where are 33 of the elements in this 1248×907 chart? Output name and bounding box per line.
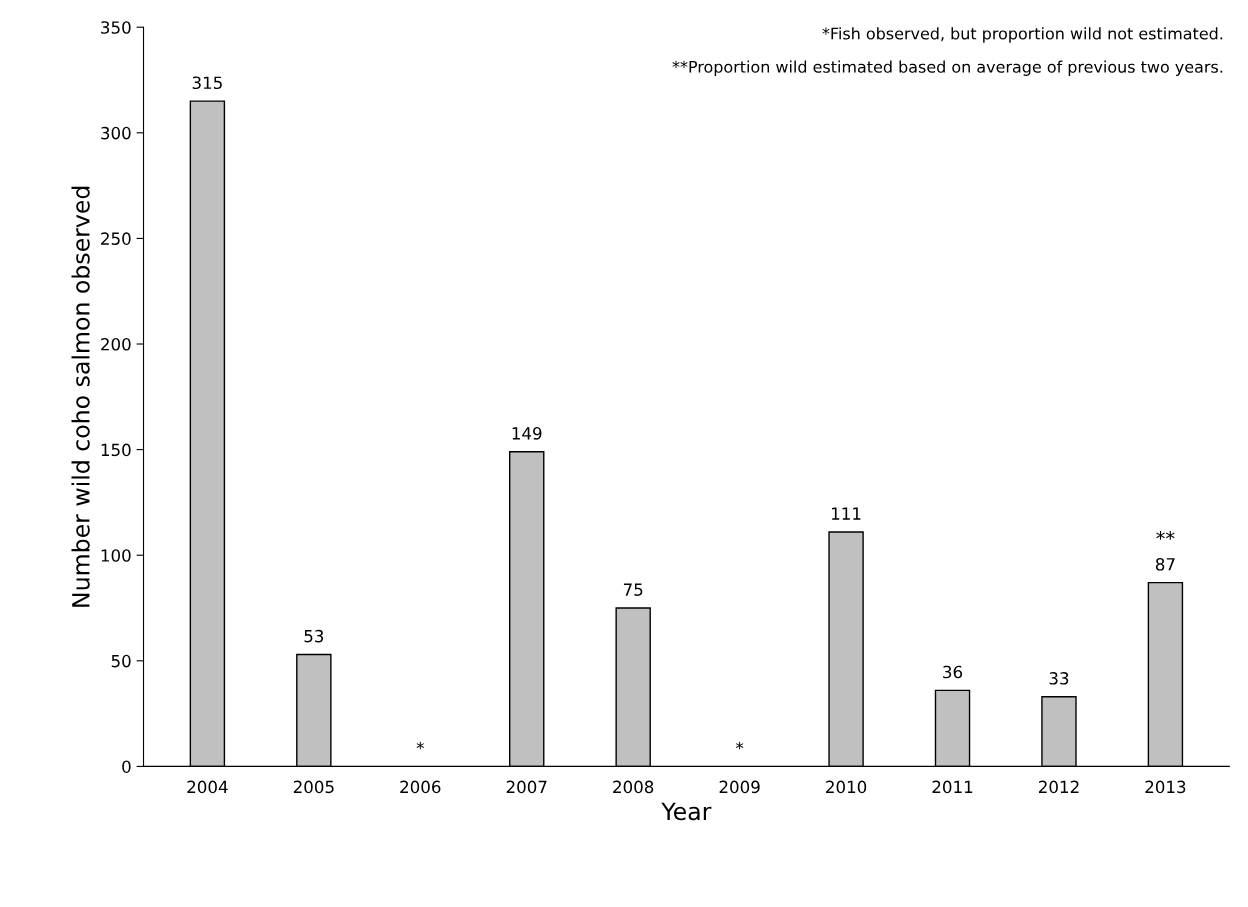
data-label: 111 xyxy=(832,507,861,520)
data-label: 53 xyxy=(304,629,324,643)
data-label: 149 xyxy=(512,427,542,440)
x-tick-label: 2009 xyxy=(719,780,760,794)
y-tick-label: 200 xyxy=(101,337,131,351)
x-tick-label: 2011 xyxy=(932,780,973,794)
x-axis-title: Year xyxy=(661,802,712,821)
y-tick-label: 150 xyxy=(101,443,131,457)
x-tick-label: 2008 xyxy=(613,780,654,794)
x-tick-label: 2004 xyxy=(187,780,228,794)
x-tick-label: 2006 xyxy=(400,780,441,794)
x-tick-label: 2007 xyxy=(506,780,547,794)
x-tick-label: 2010 xyxy=(826,780,867,794)
annotation: ** xyxy=(1156,530,1175,540)
data-label: 87 xyxy=(1155,557,1175,571)
data-label: 36 xyxy=(943,665,963,679)
annotation: *Fish observed, but proportion wild not estimated. xyxy=(822,27,1223,43)
x-tick-label: 2013 xyxy=(1145,780,1186,794)
y-tick-label: 100 xyxy=(101,549,131,562)
y-tick-label: 50 xyxy=(111,654,131,668)
y-axis-title: Number wild coho salmon observed xyxy=(71,186,90,607)
text: * xyxy=(416,741,424,750)
data-label: 75 xyxy=(623,583,643,596)
data-label: 315 xyxy=(192,76,222,90)
y-tick-label: 250 xyxy=(101,232,131,245)
annotation: **Proportion wild estimated based on average of previous two years. xyxy=(672,60,1223,76)
data-label: 33 xyxy=(1049,672,1069,685)
x-tick-label: 2012 xyxy=(1038,780,1079,794)
y-tick-label: 300 xyxy=(101,126,131,140)
y-tick-label: 350 xyxy=(101,21,131,34)
x-tick-label: 2005 xyxy=(293,780,334,794)
text: * xyxy=(735,741,744,750)
y-tick-label: 0 xyxy=(122,760,131,773)
